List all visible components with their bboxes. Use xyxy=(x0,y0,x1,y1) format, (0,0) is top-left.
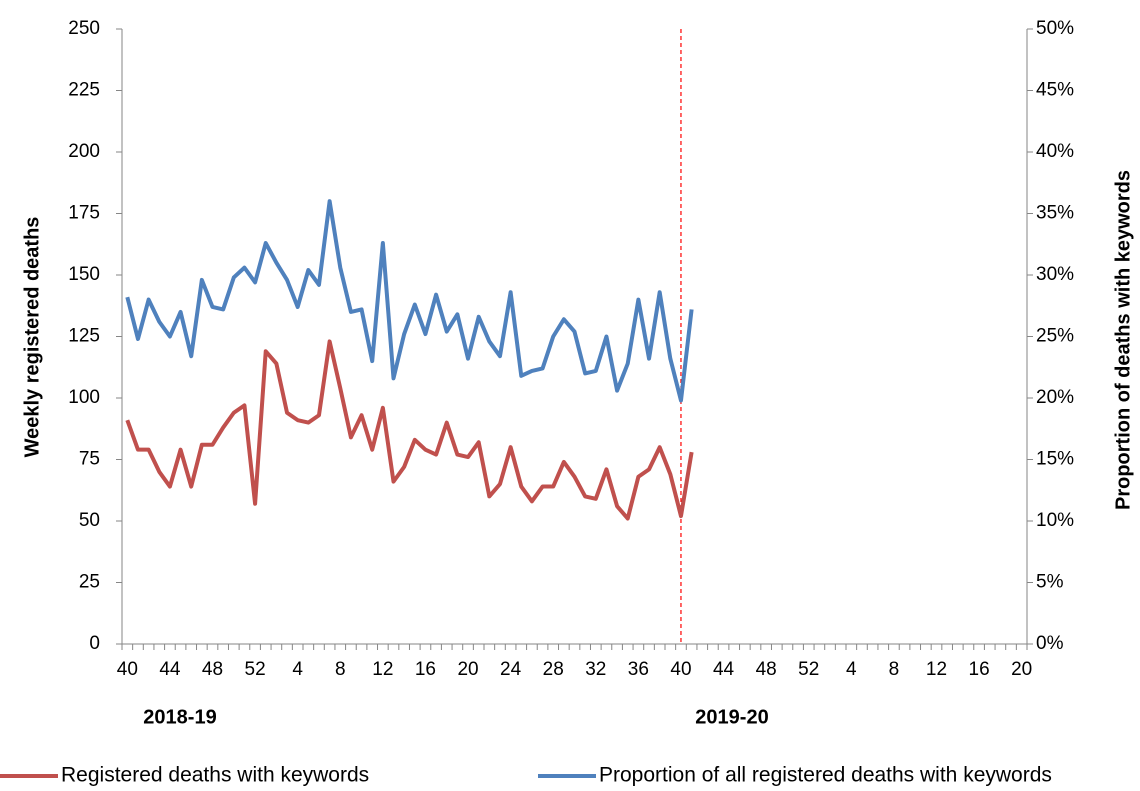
x-tick-label: 52 xyxy=(245,659,266,680)
y-tick-label: 250 xyxy=(68,18,100,39)
y-tick-label: 25 xyxy=(79,572,100,593)
series-line xyxy=(125,199,694,403)
x-tick-label: 8 xyxy=(889,659,900,680)
x-tick-label: 44 xyxy=(159,659,181,680)
x-tick-label: 44 xyxy=(713,659,735,680)
x-tick-label: 16 xyxy=(969,659,990,680)
x-tick-label: 4 xyxy=(292,659,303,680)
y-tick-label: 0 xyxy=(89,633,100,654)
x-tick-label: 24 xyxy=(500,659,522,680)
x-tick-label: 16 xyxy=(415,659,436,680)
y-tick-label: 75 xyxy=(79,449,100,470)
y2-tick-label: 15% xyxy=(1036,449,1074,470)
x-tick-label: 36 xyxy=(628,659,649,680)
x-tick-label: 48 xyxy=(756,659,777,680)
y-tick-label: 50 xyxy=(79,510,100,531)
series-line xyxy=(125,339,694,521)
y-tick-label: 200 xyxy=(68,141,100,162)
y-tick-label: 225 xyxy=(68,80,100,101)
y2-tick-label: 50% xyxy=(1036,18,1074,39)
x-tick-label: 48 xyxy=(202,659,223,680)
x-tick-label: 20 xyxy=(1011,659,1032,680)
y2-axis-title: Proportion of deaths with keywords xyxy=(1112,170,1134,510)
legend-label: Registered deaths with keywords xyxy=(61,764,369,787)
x-tick-label: 4 xyxy=(846,659,857,680)
x-tick-label: 12 xyxy=(926,659,947,680)
y2-tick-label: 25% xyxy=(1036,326,1074,347)
x-tick-label: 40 xyxy=(670,659,691,680)
x-tick-label: 52 xyxy=(798,659,819,680)
y2-tick-label: 10% xyxy=(1036,510,1074,531)
y-tick-label: 150 xyxy=(68,264,100,285)
y2-tick-label: 5% xyxy=(1036,572,1064,593)
year-label: 2019-20 xyxy=(695,706,768,728)
y-tick-label: 125 xyxy=(68,326,100,347)
y2-tick-label: 35% xyxy=(1036,203,1074,224)
y-tick-label: 175 xyxy=(68,203,100,224)
x-tick-label: 40 xyxy=(117,659,138,680)
x-tick-label: 20 xyxy=(457,659,478,680)
y2-tick-label: 20% xyxy=(1036,387,1074,408)
year-label: 2018-19 xyxy=(143,706,216,728)
y2-tick-label: 0% xyxy=(1036,633,1064,654)
x-tick-label: 12 xyxy=(372,659,393,680)
y2-tick-label: 40% xyxy=(1036,141,1074,162)
x-tick-label: 32 xyxy=(585,659,606,680)
y-axis-title: Weekly registered deaths xyxy=(21,217,43,458)
x-tick-label: 8 xyxy=(335,659,346,680)
y2-tick-label: 30% xyxy=(1036,264,1074,285)
x-tick-label: 28 xyxy=(543,659,564,680)
y2-tick-label: 45% xyxy=(1036,80,1074,101)
y-tick-label: 100 xyxy=(68,387,100,408)
legend-label: Proportion of all registered deaths with… xyxy=(599,764,1052,787)
